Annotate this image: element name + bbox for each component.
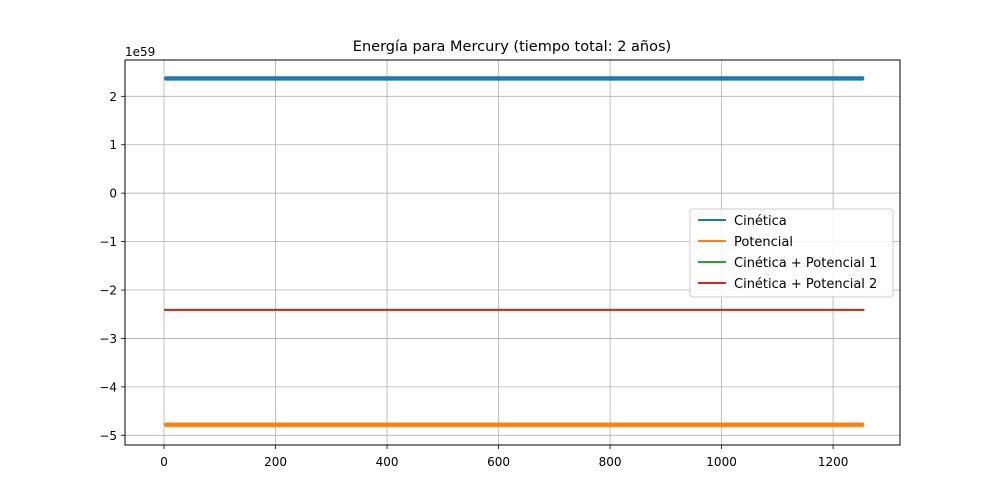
- legend: Cinética Potencial Cinética + Potencial …: [689, 208, 894, 298]
- x-tick-label: 200: [264, 455, 287, 469]
- legend-label-kinetic: Cinética: [734, 214, 787, 229]
- legend-label-total-2: Cinética + Potencial 2: [734, 277, 877, 292]
- y-tick-label: −4: [99, 380, 117, 394]
- series-line-potencial: [164, 422, 865, 427]
- x-axis: 0 200 400 600 800 1000 1200: [160, 445, 848, 469]
- legend-box: [689, 208, 894, 298]
- legend-label-potential: Potencial: [734, 235, 793, 250]
- y-tick-label: 1: [109, 138, 117, 152]
- y-axis: 2 1 0 −1 −2 −3 −4 −5: [99, 90, 125, 443]
- x-tick-label: 600: [487, 455, 510, 469]
- y-tick-label: 0: [109, 187, 117, 201]
- y-tick-label: −5: [99, 429, 117, 443]
- x-tick-label: 400: [376, 455, 399, 469]
- series-line-cin-tica: [164, 76, 865, 81]
- x-tick-label: 1000: [706, 455, 737, 469]
- x-tick-label: 1200: [818, 455, 849, 469]
- y-tick-label: −2: [99, 284, 117, 298]
- y-tick-label: 2: [109, 90, 117, 104]
- plot-frame: [124, 59, 901, 446]
- y-tick-label: −3: [99, 332, 117, 346]
- chart-title: Energía para Mercury (tiempo total: 2 añ…: [353, 39, 671, 55]
- series-group: [164, 76, 865, 427]
- legend-label-total-1: Cinética + Potencial 1: [734, 256, 877, 271]
- y-offset-text: 1e59: [125, 45, 155, 59]
- x-tick-label: 800: [599, 455, 622, 469]
- x-tick-label: 0: [160, 455, 168, 469]
- y-tick-label: −1: [99, 235, 117, 249]
